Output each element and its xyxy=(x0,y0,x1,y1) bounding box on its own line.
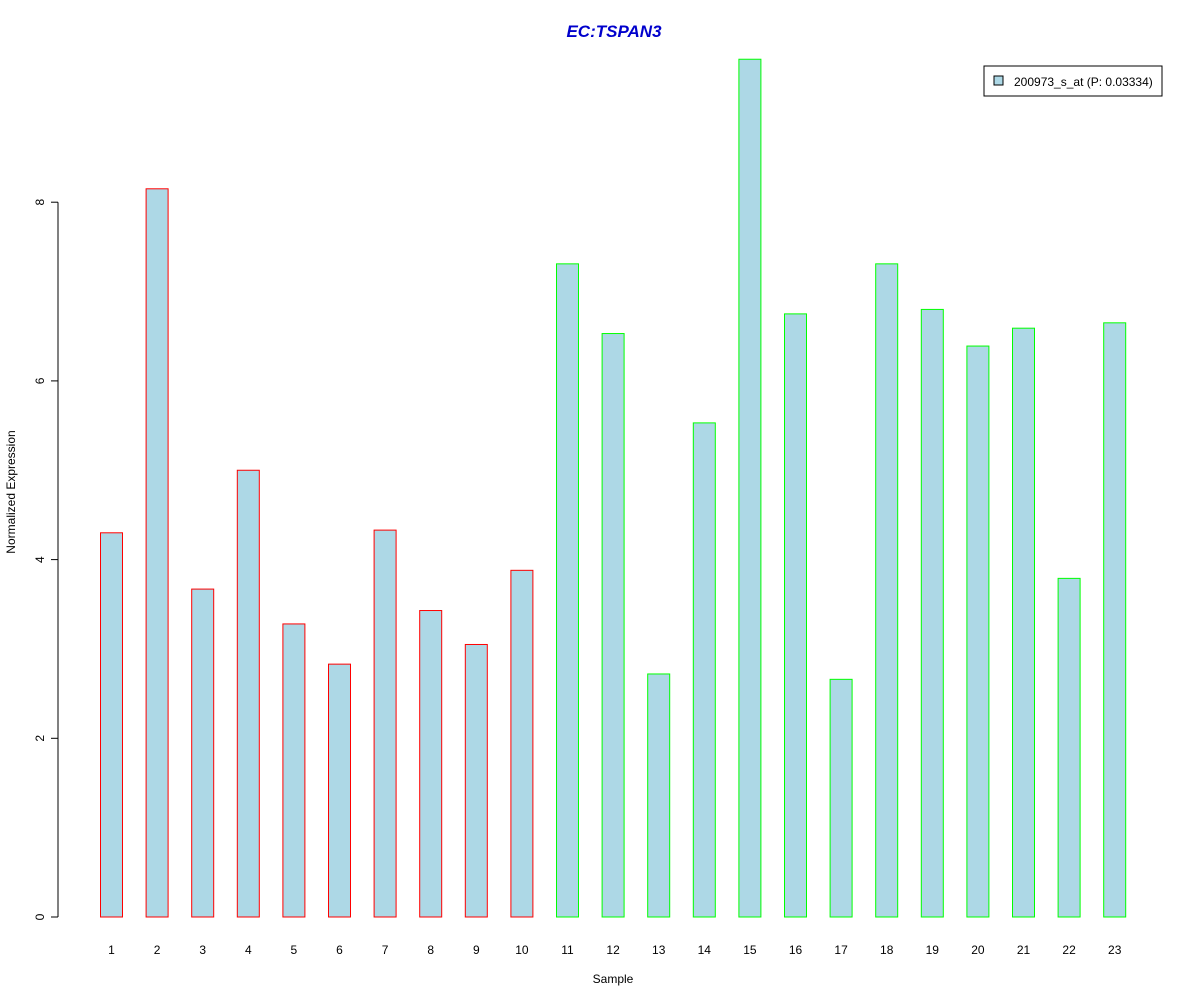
bar-sample-16 xyxy=(784,313,807,918)
x-tick-label: 16 xyxy=(789,943,803,957)
bar-sample-1 xyxy=(100,532,123,918)
x-tick-label: 3 xyxy=(199,943,206,957)
y-tick-label: 4 xyxy=(33,556,47,563)
bar-sample-19 xyxy=(920,308,944,918)
bar-sample-6 xyxy=(328,663,351,918)
bars-group xyxy=(100,58,1127,918)
bar-sample-9 xyxy=(464,643,488,918)
x-tick-label: 5 xyxy=(291,943,298,957)
y-axis-label: Normalized Expression xyxy=(4,430,18,553)
bar-sample-17 xyxy=(829,678,853,918)
x-tick-label: 18 xyxy=(880,943,894,957)
x-tick-label: 14 xyxy=(698,943,712,957)
x-tick-label: 20 xyxy=(971,943,985,957)
x-tick-label: 8 xyxy=(427,943,434,957)
bar-sample-2 xyxy=(145,188,169,918)
bar-sample-4 xyxy=(236,469,260,918)
bar-sample-23 xyxy=(1103,322,1127,918)
bar-sample-3 xyxy=(191,588,215,918)
chart-title: EC:TSPAN3 xyxy=(566,22,662,41)
x-tick-label: 12 xyxy=(606,943,620,957)
x-tick-label: 21 xyxy=(1017,943,1031,957)
x-tick-label: 7 xyxy=(382,943,389,957)
bar-sample-13 xyxy=(647,673,671,918)
bar-sample-5 xyxy=(282,623,306,918)
y-tick-label: 6 xyxy=(33,377,47,384)
x-tick-label: 9 xyxy=(473,943,480,957)
x-tick-label: 11 xyxy=(561,943,574,957)
legend-box xyxy=(983,65,1163,97)
bar-sample-15 xyxy=(738,58,762,918)
bar-sample-20 xyxy=(966,345,990,918)
legend-label: 200973_s_at (P: 0.03334) xyxy=(1014,75,1153,89)
x-tick-label: 17 xyxy=(834,943,848,957)
x-axis-label: Sample xyxy=(593,972,634,986)
bar-sample-18 xyxy=(875,263,899,918)
x-tick-label: 2 xyxy=(154,943,161,957)
y-axis: 0 2 4 6 8 xyxy=(33,199,59,920)
y-tick-label: 8 xyxy=(33,199,47,206)
bar-sample-21 xyxy=(1012,327,1035,918)
x-tick-label: 6 xyxy=(336,943,343,957)
x-tick-label: 19 xyxy=(926,943,940,957)
legend: 200973_s_at (P: 0.03334) xyxy=(983,65,1163,97)
x-tick-label: 13 xyxy=(652,943,666,957)
bar-sample-12 xyxy=(601,333,625,918)
y-tick-label: 2 xyxy=(33,735,47,742)
bar-sample-14 xyxy=(692,422,716,918)
x-tick-label: 1 xyxy=(108,943,115,957)
legend-swatch xyxy=(993,75,1004,86)
bar-sample-7 xyxy=(373,529,397,918)
bar-sample-8 xyxy=(419,610,443,918)
bar-sample-22 xyxy=(1057,577,1081,918)
x-tick-labels: 1 2 3 4 5 6 7 8 9 10 11 12 13 14 15 16 17 18 19 20 21 22 23 xyxy=(108,943,1122,957)
x-tick-label: 4 xyxy=(245,943,252,957)
x-tick-label: 23 xyxy=(1108,943,1122,957)
bar-sample-11 xyxy=(556,263,579,918)
x-tick-label: 10 xyxy=(515,943,529,957)
x-tick-label: 15 xyxy=(743,943,757,957)
y-tick-label: 0 xyxy=(33,913,47,920)
bar-sample-10 xyxy=(510,569,534,918)
x-tick-label: 22 xyxy=(1062,943,1076,957)
